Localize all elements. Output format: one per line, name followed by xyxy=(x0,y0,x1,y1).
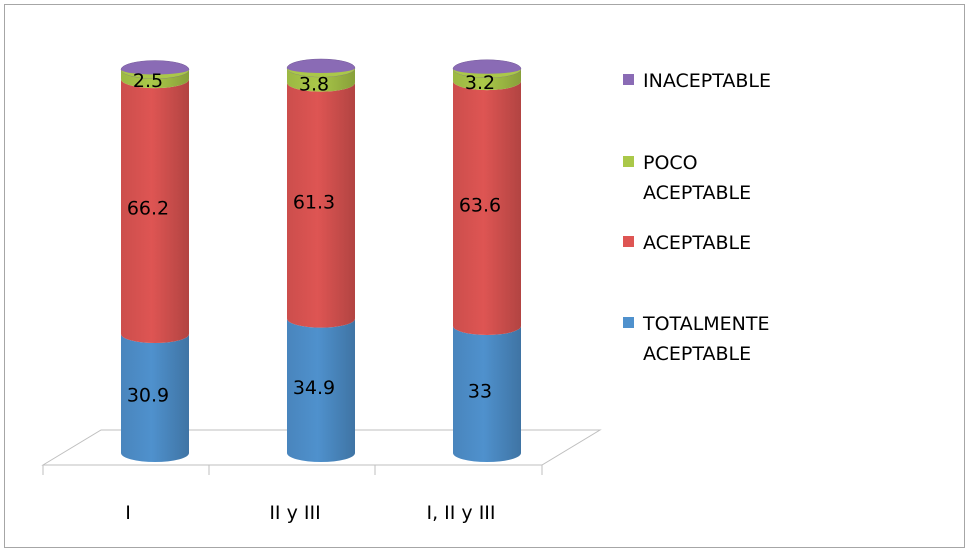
legend-item: ACEPTABLE xyxy=(623,232,751,254)
data-label: 3.8 xyxy=(299,74,329,96)
legend: INACEPTABLEPOCOACEPTABLEACEPTABLETOTALME… xyxy=(623,70,771,365)
legend-label: POCO xyxy=(643,152,698,174)
bar-segment xyxy=(121,79,189,344)
data-label: 63.6 xyxy=(459,195,501,217)
bar-segment-rim xyxy=(287,68,355,77)
data-label: 34.9 xyxy=(293,377,335,399)
bar-segment xyxy=(453,68,521,91)
legend-label: ACEPTABLE xyxy=(643,232,751,254)
stacked-cylinder-chart: 30.9 66.2 2.5 34.9 61.3 3.8 33 63.6 3.2 I II y II… xyxy=(41,58,771,524)
data-label: 30.9 xyxy=(127,385,169,407)
legend-item: INACEPTABLE xyxy=(623,70,771,92)
x-tick-label: II y III xyxy=(269,502,320,524)
bar-stack: 33 63.6 3.2 xyxy=(452,59,522,462)
bar-segment-rim xyxy=(453,68,521,78)
bar-segment xyxy=(453,325,521,462)
x-tick-label: I, II y III xyxy=(426,502,495,524)
legend-label: ACEPTABLE xyxy=(643,182,751,204)
bars-layer: 30.9 66.2 2.5 34.9 61.3 3.8 33 63.6 3.2 xyxy=(120,58,522,462)
bar-segment-rim xyxy=(121,69,189,79)
bar-segment xyxy=(287,82,355,328)
bar-stack: 30.9 66.2 2.5 xyxy=(120,60,190,462)
legend-swatch xyxy=(623,74,634,85)
bar-segment xyxy=(121,69,189,89)
data-label: 2.5 xyxy=(133,70,163,92)
legend-item: TOTALMENTE ACEPTABLE xyxy=(623,313,770,365)
data-label: 66.2 xyxy=(127,198,169,220)
legend-item: POCO ACEPTABLE xyxy=(623,152,751,204)
data-label: 3.2 xyxy=(465,72,495,94)
bar-segment xyxy=(287,318,355,462)
bar-segment xyxy=(287,68,355,92)
legend-swatch xyxy=(623,317,634,328)
data-label: 33 xyxy=(468,380,492,402)
legend-label: TOTALMENTE xyxy=(642,313,770,335)
bar-segment xyxy=(453,81,521,335)
bar-segment xyxy=(121,334,189,462)
legend-label: ACEPTABLE xyxy=(643,343,751,365)
x-tick-label: I xyxy=(125,502,131,524)
chart-frame: 30.9 66.2 2.5 34.9 61.3 3.8 33 63.6 3.2 I II y II… xyxy=(4,4,965,548)
legend-swatch xyxy=(623,236,634,247)
bar-stack: 34.9 61.3 3.8 xyxy=(286,58,356,462)
legend-label: INACEPTABLE xyxy=(643,70,771,92)
data-label: 61.3 xyxy=(293,192,335,214)
legend-swatch xyxy=(623,156,634,167)
x-axis-ticks: I II y III I, II y III xyxy=(125,502,495,524)
